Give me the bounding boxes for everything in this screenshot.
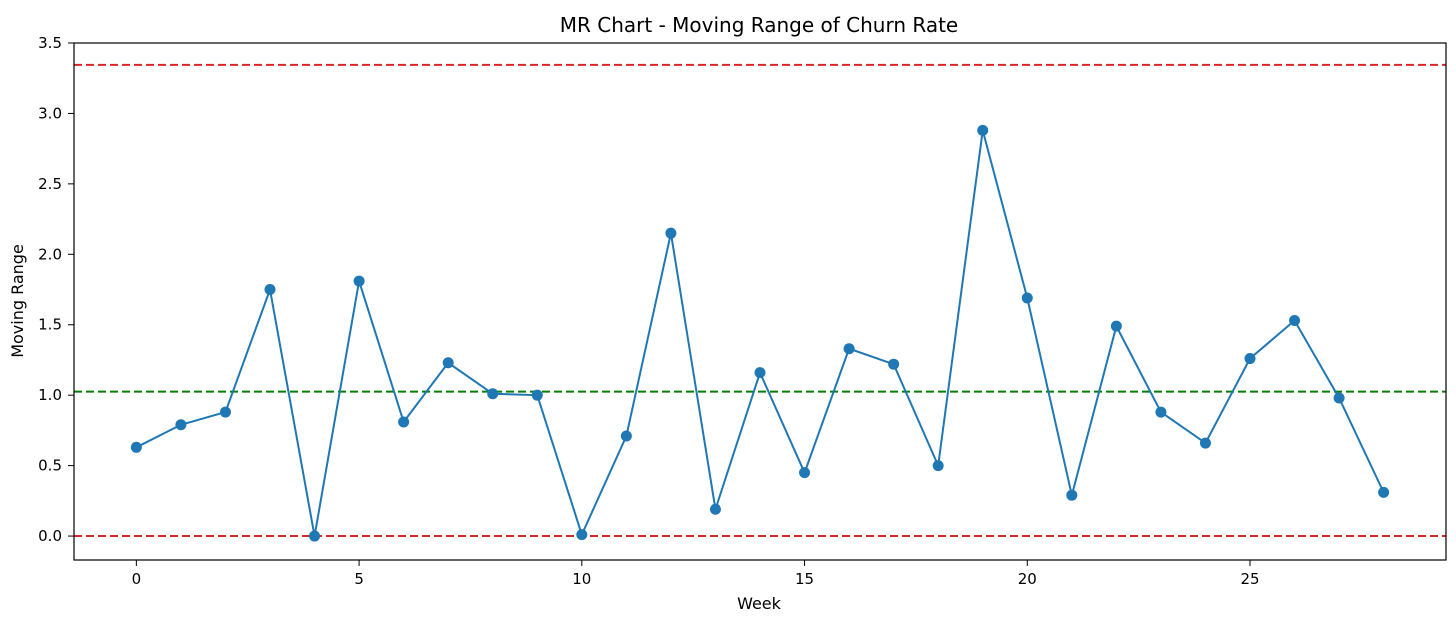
series-line — [135, 130, 1385, 538]
data-point — [754, 367, 766, 379]
x-tick-label: 25 — [1240, 570, 1259, 588]
y-tick-label: 3.5 — [38, 34, 62, 52]
data-point — [977, 124, 989, 136]
x-tick-label: 0 — [132, 570, 142, 588]
data-point — [1244, 353, 1256, 365]
data-point — [620, 430, 632, 442]
data-point — [1066, 489, 1078, 501]
y-tick-label: 2.5 — [38, 175, 62, 193]
data-point — [799, 467, 811, 479]
y-axis-label: Moving Range — [8, 244, 27, 358]
data-point — [1333, 392, 1345, 404]
data-point — [442, 357, 454, 369]
data-point — [175, 419, 187, 431]
data-point — [1155, 406, 1167, 418]
data-point — [487, 388, 499, 400]
y-tick-label: 1.5 — [38, 316, 62, 334]
y-tick-label: 0.5 — [38, 457, 62, 475]
data-point — [309, 530, 321, 542]
data-point — [264, 284, 276, 296]
data-point — [1378, 486, 1390, 498]
data-point — [219, 406, 231, 418]
data-point — [130, 441, 142, 453]
y-axis: 0.0 0.5 1.0 1.5 2.0 2.5 3.0 3.5 — [38, 34, 74, 545]
data-point — [709, 503, 721, 515]
data-point — [1289, 315, 1301, 327]
data-point — [1021, 292, 1033, 304]
data-point — [843, 343, 855, 355]
chart-title: MR Chart - Moving Range of Churn Rate — [560, 13, 958, 37]
y-tick-label: 1.0 — [38, 386, 62, 404]
x-tick-label: 10 — [572, 570, 591, 588]
data-point — [353, 275, 365, 287]
data-point — [576, 529, 588, 541]
plot-frame — [73, 42, 1447, 561]
x-tick-label: 15 — [795, 570, 814, 588]
data-point — [531, 389, 543, 401]
x-tick-label: 20 — [1018, 570, 1037, 588]
data-point — [888, 358, 900, 370]
plot-area — [74, 63, 1446, 542]
y-tick-label: 2.0 — [38, 245, 62, 263]
y-tick-label: 3.0 — [38, 104, 62, 122]
data-point — [665, 227, 677, 239]
data-point — [932, 460, 944, 472]
data-point — [1199, 437, 1211, 449]
y-tick-label: 0.0 — [38, 527, 62, 545]
data-point — [1110, 320, 1122, 332]
data-point — [398, 416, 410, 428]
x-axis-label: Week — [737, 594, 782, 613]
x-tick-label: 5 — [354, 570, 364, 588]
x-axis: 0 5 10 15 20 25 — [132, 560, 1260, 588]
